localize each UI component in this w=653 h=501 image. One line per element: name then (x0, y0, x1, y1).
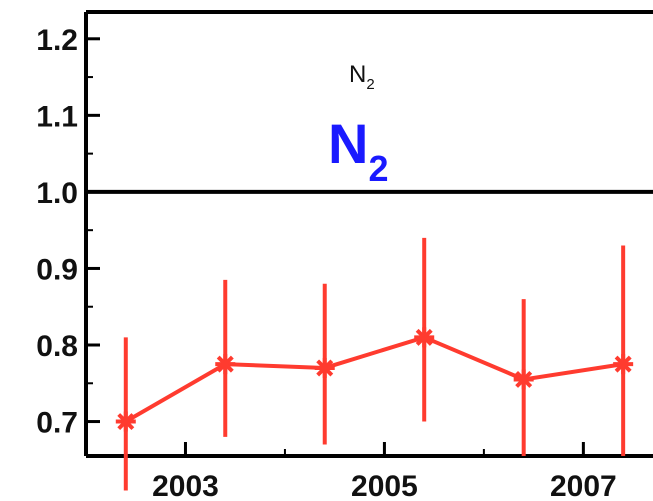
plot-frame-group (84, 10, 653, 458)
y-tick-label-0.9: 0.9 (36, 253, 78, 286)
y-tick-label-1.2: 1.2 (36, 24, 78, 57)
y-tick-label-1.0: 1.0 (36, 177, 78, 210)
marker-stroke (117, 413, 135, 431)
data-point (613, 354, 634, 375)
x-tick-label-2007: 2007 (550, 470, 617, 501)
data-point (215, 354, 236, 375)
marker-stroke (614, 355, 632, 373)
y-axis: 0.7 0.8 0.9 1.0 1.1 1.2 (36, 24, 100, 440)
data-point (115, 411, 136, 432)
marker-stroke (415, 328, 433, 346)
x-tick-label-2005: 2005 (351, 470, 418, 501)
data-point (314, 357, 335, 378)
series-line (124, 335, 624, 424)
data-point (513, 369, 534, 390)
marker-stroke (216, 355, 234, 373)
data-point (414, 327, 435, 348)
y-tick-label-0.8: 0.8 (36, 330, 78, 363)
marker-stroke (515, 370, 533, 388)
x-axis: 2003 2005 2007 (152, 442, 617, 501)
marker-stroke (316, 359, 334, 377)
panel-label-large: N2 (328, 112, 388, 189)
panel-label-small: N2 (349, 61, 375, 93)
y-tick-label-1.1: 1.1 (36, 100, 78, 133)
x-tick-label-2003: 2003 (152, 470, 219, 501)
series-layer (115, 237, 634, 491)
y-tick-label-0.7: 0.7 (36, 407, 78, 440)
